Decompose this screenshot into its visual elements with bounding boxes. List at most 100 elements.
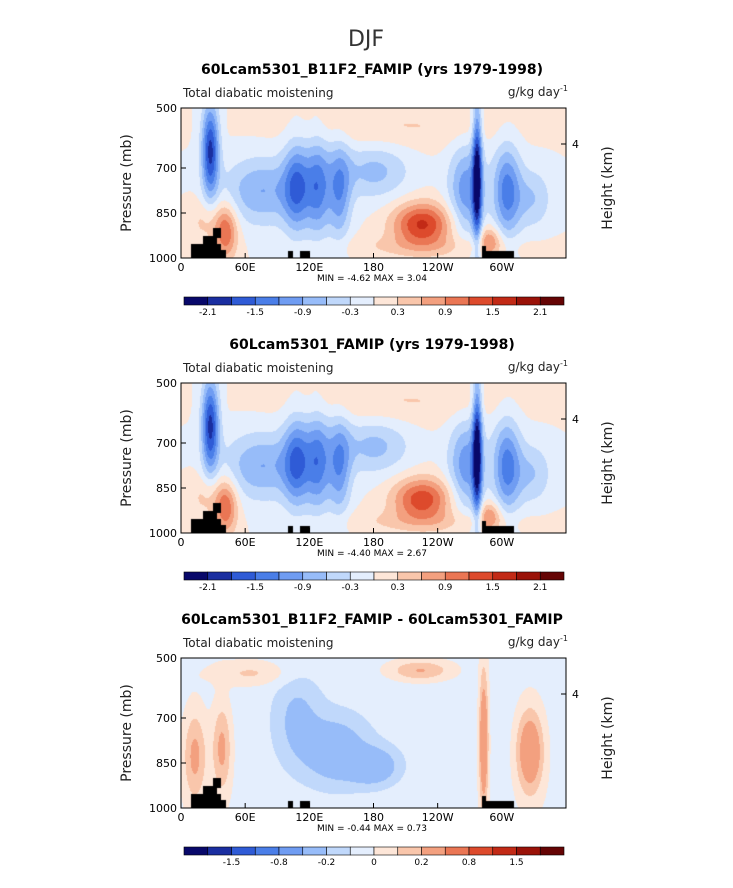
colorbar-swatch — [373, 846, 399, 856]
colorbar-swatch — [539, 846, 565, 856]
units-label: g/kg day-1 — [508, 84, 568, 99]
colorbar-label: 1.5 — [509, 858, 523, 868]
min-max-stats: MIN = -4.62 MAX = 3.04 — [317, 274, 427, 284]
x-tick-label: 60W — [489, 536, 514, 549]
y-tick-label: 1000 — [149, 802, 177, 815]
colorbar-swatch — [421, 846, 446, 856]
y-axis-title: Pressure (mb) — [119, 134, 135, 232]
y-tick-label: 700 — [156, 437, 177, 450]
units-label: g/kg day-1 — [508, 359, 568, 374]
colorbar-swatch — [444, 296, 470, 306]
colorbar-swatch — [207, 296, 232, 306]
colorbar-label: -0.2 — [318, 858, 336, 868]
colorbar-swatch — [444, 571, 470, 581]
colorbar-label: 1.5 — [486, 308, 500, 318]
colorbar-swatch — [397, 571, 422, 581]
y-tick-label: 1000 — [149, 252, 177, 265]
colorbar-label: 0.8 — [462, 858, 477, 868]
right-axis-title: Height (km) — [600, 146, 616, 229]
x-tick-label: 60E — [235, 536, 256, 549]
x-tick-label: 120E — [295, 811, 323, 824]
colorbar-swatch — [444, 846, 470, 856]
colorbar-label: -2.1 — [199, 308, 217, 318]
right-tick-label: 4 — [572, 688, 579, 701]
right-tick-label: 4 — [572, 413, 579, 426]
chart-panel-1: 60Lcam5301_B11F2_FAMIP (yrs 1979-1998) To… — [119, 62, 616, 318]
colorbar-label: 2.1 — [533, 583, 547, 593]
y-tick-label: 850 — [156, 207, 177, 220]
y-tick-label: 700 — [156, 162, 177, 175]
colorbar-label: 0.9 — [438, 308, 453, 318]
colorbar-swatch — [183, 846, 209, 856]
right-axis-title: Height (km) — [600, 421, 616, 504]
x-tick-label: 0 — [178, 811, 185, 824]
colorbar-swatch — [468, 296, 494, 306]
colorbar-label: 1.5 — [486, 583, 500, 593]
colorbar-swatch — [183, 571, 209, 581]
chart-title: 60Lcam5301_B11F2_FAMIP (yrs 1979-1998) — [201, 62, 543, 78]
colorbar-label: 0 — [371, 858, 377, 868]
page-title: DJF — [348, 27, 384, 52]
y-tick-label: 500 — [156, 377, 177, 390]
colorbar-swatch — [278, 571, 304, 581]
y-tick-label: 700 — [156, 712, 177, 725]
colorbar: -2.1 -1.5 -0.9 -0.3 0.3 0.9 1.5 2.1 — [183, 571, 565, 593]
colorbar-swatch — [468, 846, 494, 856]
x-tick-label: 0 — [178, 261, 185, 274]
colorbar-swatch — [254, 296, 280, 306]
colorbar: -1.5 -0.8 -0.2 0 0.2 0.8 1.5 — [183, 846, 565, 868]
contour-field — [181, 383, 566, 533]
colorbar-swatch — [349, 296, 375, 306]
colorbar-swatch — [516, 571, 541, 581]
chart-title: 60Lcam5301_B11F2_FAMIP - 60Lcam5301_FAMI… — [181, 612, 563, 628]
colorbar-swatch — [539, 296, 565, 306]
chart-panel-3: 60Lcam5301_B11F2_FAMIP - 60Lcam5301_FAMI… — [119, 612, 616, 868]
field-label: Total diabatic moistening — [182, 361, 333, 375]
y-tick-label: 500 — [156, 102, 177, 115]
colorbar-label: -1.5 — [223, 858, 241, 868]
colorbar-swatch — [278, 296, 304, 306]
x-tick-label: 180 — [363, 536, 384, 549]
x-tick-label: 60W — [489, 261, 514, 274]
colorbar-swatch — [421, 296, 446, 306]
x-tick-label: 120E — [295, 536, 323, 549]
colorbar-swatch — [492, 571, 517, 581]
colorbar-swatch — [326, 571, 351, 581]
colorbar-label: 0.3 — [391, 308, 405, 318]
right-axis-title: Height (km) — [600, 696, 616, 779]
colorbar-swatch — [326, 296, 351, 306]
colorbar-swatch — [373, 296, 399, 306]
colorbar-swatch — [278, 846, 304, 856]
min-max-stats: MIN = -0.44 MAX = 0.73 — [317, 824, 427, 834]
colorbar-swatch — [349, 571, 375, 581]
colorbar-swatch — [231, 296, 256, 306]
colorbar-swatch — [539, 571, 565, 581]
colorbar-swatch — [516, 846, 541, 856]
colorbar-label: -1.5 — [246, 583, 264, 593]
contour-field — [181, 658, 566, 808]
colorbar-swatch — [207, 846, 232, 856]
x-tick-label: 60E — [235, 811, 256, 824]
colorbar-swatch — [231, 571, 256, 581]
colorbar-swatch — [302, 846, 327, 856]
chart-panel-2: 60Lcam5301_FAMIP (yrs 1979-1998) Total di… — [119, 337, 616, 593]
colorbar-swatch — [516, 296, 541, 306]
colorbar-swatch — [254, 571, 280, 581]
colorbar-label: -1.5 — [246, 308, 264, 318]
colorbar-label: -0.9 — [294, 583, 312, 593]
y-tick-label: 850 — [156, 482, 177, 495]
colorbar-label: -0.3 — [341, 583, 359, 593]
colorbar-swatch — [349, 846, 375, 856]
colorbar-swatch — [183, 296, 209, 306]
colorbar-swatch — [254, 846, 280, 856]
colorbar-swatch — [468, 571, 494, 581]
y-tick-label: 850 — [156, 757, 177, 770]
colorbar-swatch — [231, 846, 256, 856]
y-tick-label: 500 — [156, 652, 177, 665]
colorbar-label: -2.1 — [199, 583, 217, 593]
colorbar-label: 2.1 — [533, 308, 547, 318]
colorbar-label: -0.9 — [294, 308, 312, 318]
x-tick-label: 120W — [422, 811, 454, 824]
colorbar-label: -0.8 — [270, 858, 288, 868]
